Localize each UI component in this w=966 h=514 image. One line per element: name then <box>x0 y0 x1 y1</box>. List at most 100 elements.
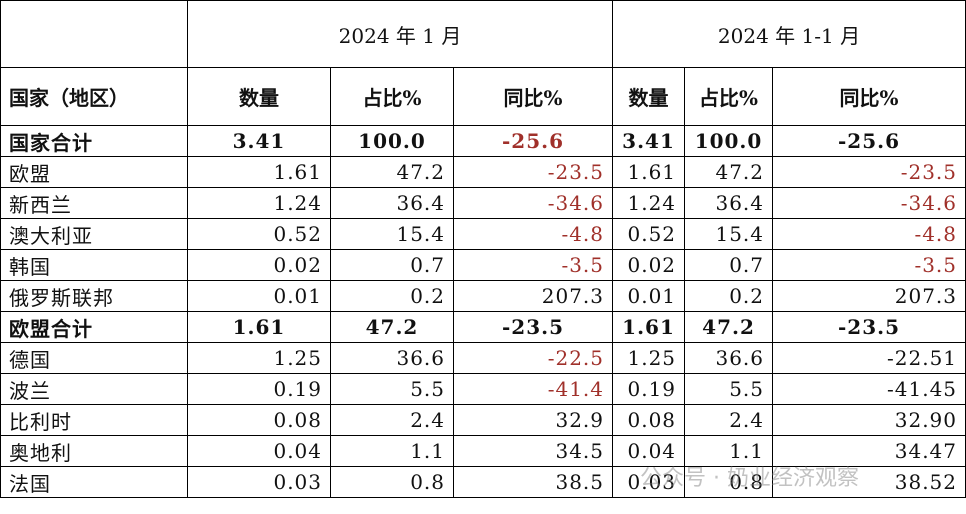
table-row: 韩国 0.02 0.7 -3.5 0.02 0.7 -3.5 <box>0 249 966 281</box>
header-cell: 同比% <box>452 67 614 126</box>
table-row: 比利时 0.08 2.4 32.9 0.08 2.4 32.90 <box>0 404 966 436</box>
cell: 0.7 <box>330 249 454 281</box>
cell: 1.1 <box>684 435 774 467</box>
cell: 0.08 <box>612 404 686 436</box>
cell: -3.5 <box>452 249 614 281</box>
cell: -34.6 <box>452 187 614 219</box>
cell: 15.4 <box>684 218 774 250</box>
cell: 0.52 <box>187 218 331 250</box>
table-row: 欧盟 1.61 47.2 -23.5 1.61 47.2 -23.5 <box>0 156 966 188</box>
cell: 1.61 <box>187 311 331 343</box>
cell: 36.4 <box>330 187 454 219</box>
table-row: 法国 0.03 0.8 38.5 0.03 0.8 38.52 <box>0 466 966 498</box>
row-label: 韩国 <box>0 249 188 281</box>
cell: 1.61 <box>187 156 331 188</box>
cell: 34.5 <box>452 435 614 467</box>
header-cell: 国家（地区） <box>0 67 188 126</box>
cell: 1.25 <box>187 342 331 374</box>
cell: -23.5 <box>452 156 614 188</box>
cell: -4.8 <box>772 218 966 250</box>
cell: 1.24 <box>187 187 331 219</box>
cell: 1.61 <box>612 156 686 188</box>
cell: 1.1 <box>330 435 454 467</box>
cell: 1.25 <box>612 342 686 374</box>
cell: 0.2 <box>330 280 454 312</box>
cell: 32.90 <box>772 404 966 436</box>
cell: 38.5 <box>452 466 614 498</box>
cell: 207.3 <box>452 280 614 312</box>
header-cell <box>0 0 188 68</box>
row-label: 奥地利 <box>0 435 188 467</box>
cell: 0.02 <box>187 249 331 281</box>
row-label: 俄罗斯联邦 <box>0 280 188 312</box>
table-row: 国家合计 3.41 100.0 -25.6 3.41 100.0 -25.6 <box>0 125 966 157</box>
cell: -22.51 <box>772 342 966 374</box>
cell: 0.08 <box>187 404 331 436</box>
cell: 38.52 <box>772 466 966 498</box>
cell: 1.61 <box>612 311 686 343</box>
table-row: 德国 1.25 36.6 -22.5 1.25 36.6 -22.51 <box>0 342 966 374</box>
cell: 0.7 <box>684 249 774 281</box>
cell: 0.03 <box>187 466 331 498</box>
cell: 0.19 <box>612 373 686 405</box>
table-row: 欧盟合计 1.61 47.2 -23.5 1.61 47.2 -23.5 <box>0 311 966 343</box>
cell: 3.41 <box>187 125 331 157</box>
cell: 0.52 <box>612 218 686 250</box>
cell: 100.0 <box>330 125 454 157</box>
cell: -23.5 <box>772 311 966 343</box>
cell: 47.2 <box>684 311 774 343</box>
cell: 0.19 <box>187 373 331 405</box>
header-row: 2024 年 1 月 2024 年 1-1 月 <box>0 0 966 68</box>
cell: 0.02 <box>612 249 686 281</box>
table-row: 俄罗斯联邦 0.01 0.2 207.3 0.01 0.2 207.3 <box>0 280 966 312</box>
table-body: 2024 年 1 月 2024 年 1-1 月 国家（地区） 数量 占比% 同比% 数… <box>0 0 966 498</box>
row-label: 德国 <box>0 342 188 374</box>
header-cell: 占比% <box>684 67 774 126</box>
cell: 36.4 <box>684 187 774 219</box>
cell: 0.03 <box>612 466 686 498</box>
cell: 3.41 <box>612 125 686 157</box>
cell: 5.5 <box>684 373 774 405</box>
cell: -41.4 <box>452 373 614 405</box>
cell: 32.9 <box>452 404 614 436</box>
cell: -23.5 <box>772 156 966 188</box>
header-cell: 数量 <box>612 67 686 126</box>
cell: 47.2 <box>330 311 454 343</box>
cell: 47.2 <box>330 156 454 188</box>
import-table: 2024 年 1 月 2024 年 1-1 月 国家（地区） 数量 占比% 同比% 数… <box>0 0 966 498</box>
cell: -4.8 <box>452 218 614 250</box>
cell: -25.6 <box>772 125 966 157</box>
cell: -34.6 <box>772 187 966 219</box>
header-row: 国家（地区） 数量 占比% 同比% 数量 占比% 同比% <box>0 67 966 126</box>
cell: -25.6 <box>452 125 614 157</box>
row-label: 新西兰 <box>0 187 188 219</box>
cell: 0.2 <box>684 280 774 312</box>
header-cell: 数量 <box>187 67 331 126</box>
cell: 0.01 <box>187 280 331 312</box>
cell: 47.2 <box>684 156 774 188</box>
table-row: 波兰 0.19 5.5 -41.4 0.19 5.5 -41.45 <box>0 373 966 405</box>
header-cell: 同比% <box>772 67 966 126</box>
row-label: 欧盟 <box>0 156 188 188</box>
cell: 0.8 <box>330 466 454 498</box>
row-label: 国家合计 <box>0 125 188 157</box>
group-header: 2024 年 1-1 月 <box>612 0 966 68</box>
cell: -41.45 <box>772 373 966 405</box>
cell: -23.5 <box>452 311 614 343</box>
cell: 0.01 <box>612 280 686 312</box>
cell: -3.5 <box>772 249 966 281</box>
cell: 0.04 <box>187 435 331 467</box>
cell: 100.0 <box>684 125 774 157</box>
cell: 1.24 <box>612 187 686 219</box>
table-row: 新西兰 1.24 36.4 -34.6 1.24 36.4 -34.6 <box>0 187 966 219</box>
row-label: 法国 <box>0 466 188 498</box>
cell: -22.5 <box>452 342 614 374</box>
cell: 36.6 <box>330 342 454 374</box>
cell: 15.4 <box>330 218 454 250</box>
header-cell: 占比% <box>330 67 454 126</box>
row-label: 澳大利亚 <box>0 218 188 250</box>
row-label: 欧盟合计 <box>0 311 188 343</box>
table-row: 澳大利亚 0.52 15.4 -4.8 0.52 15.4 -4.8 <box>0 218 966 250</box>
cell: 0.8 <box>684 466 774 498</box>
